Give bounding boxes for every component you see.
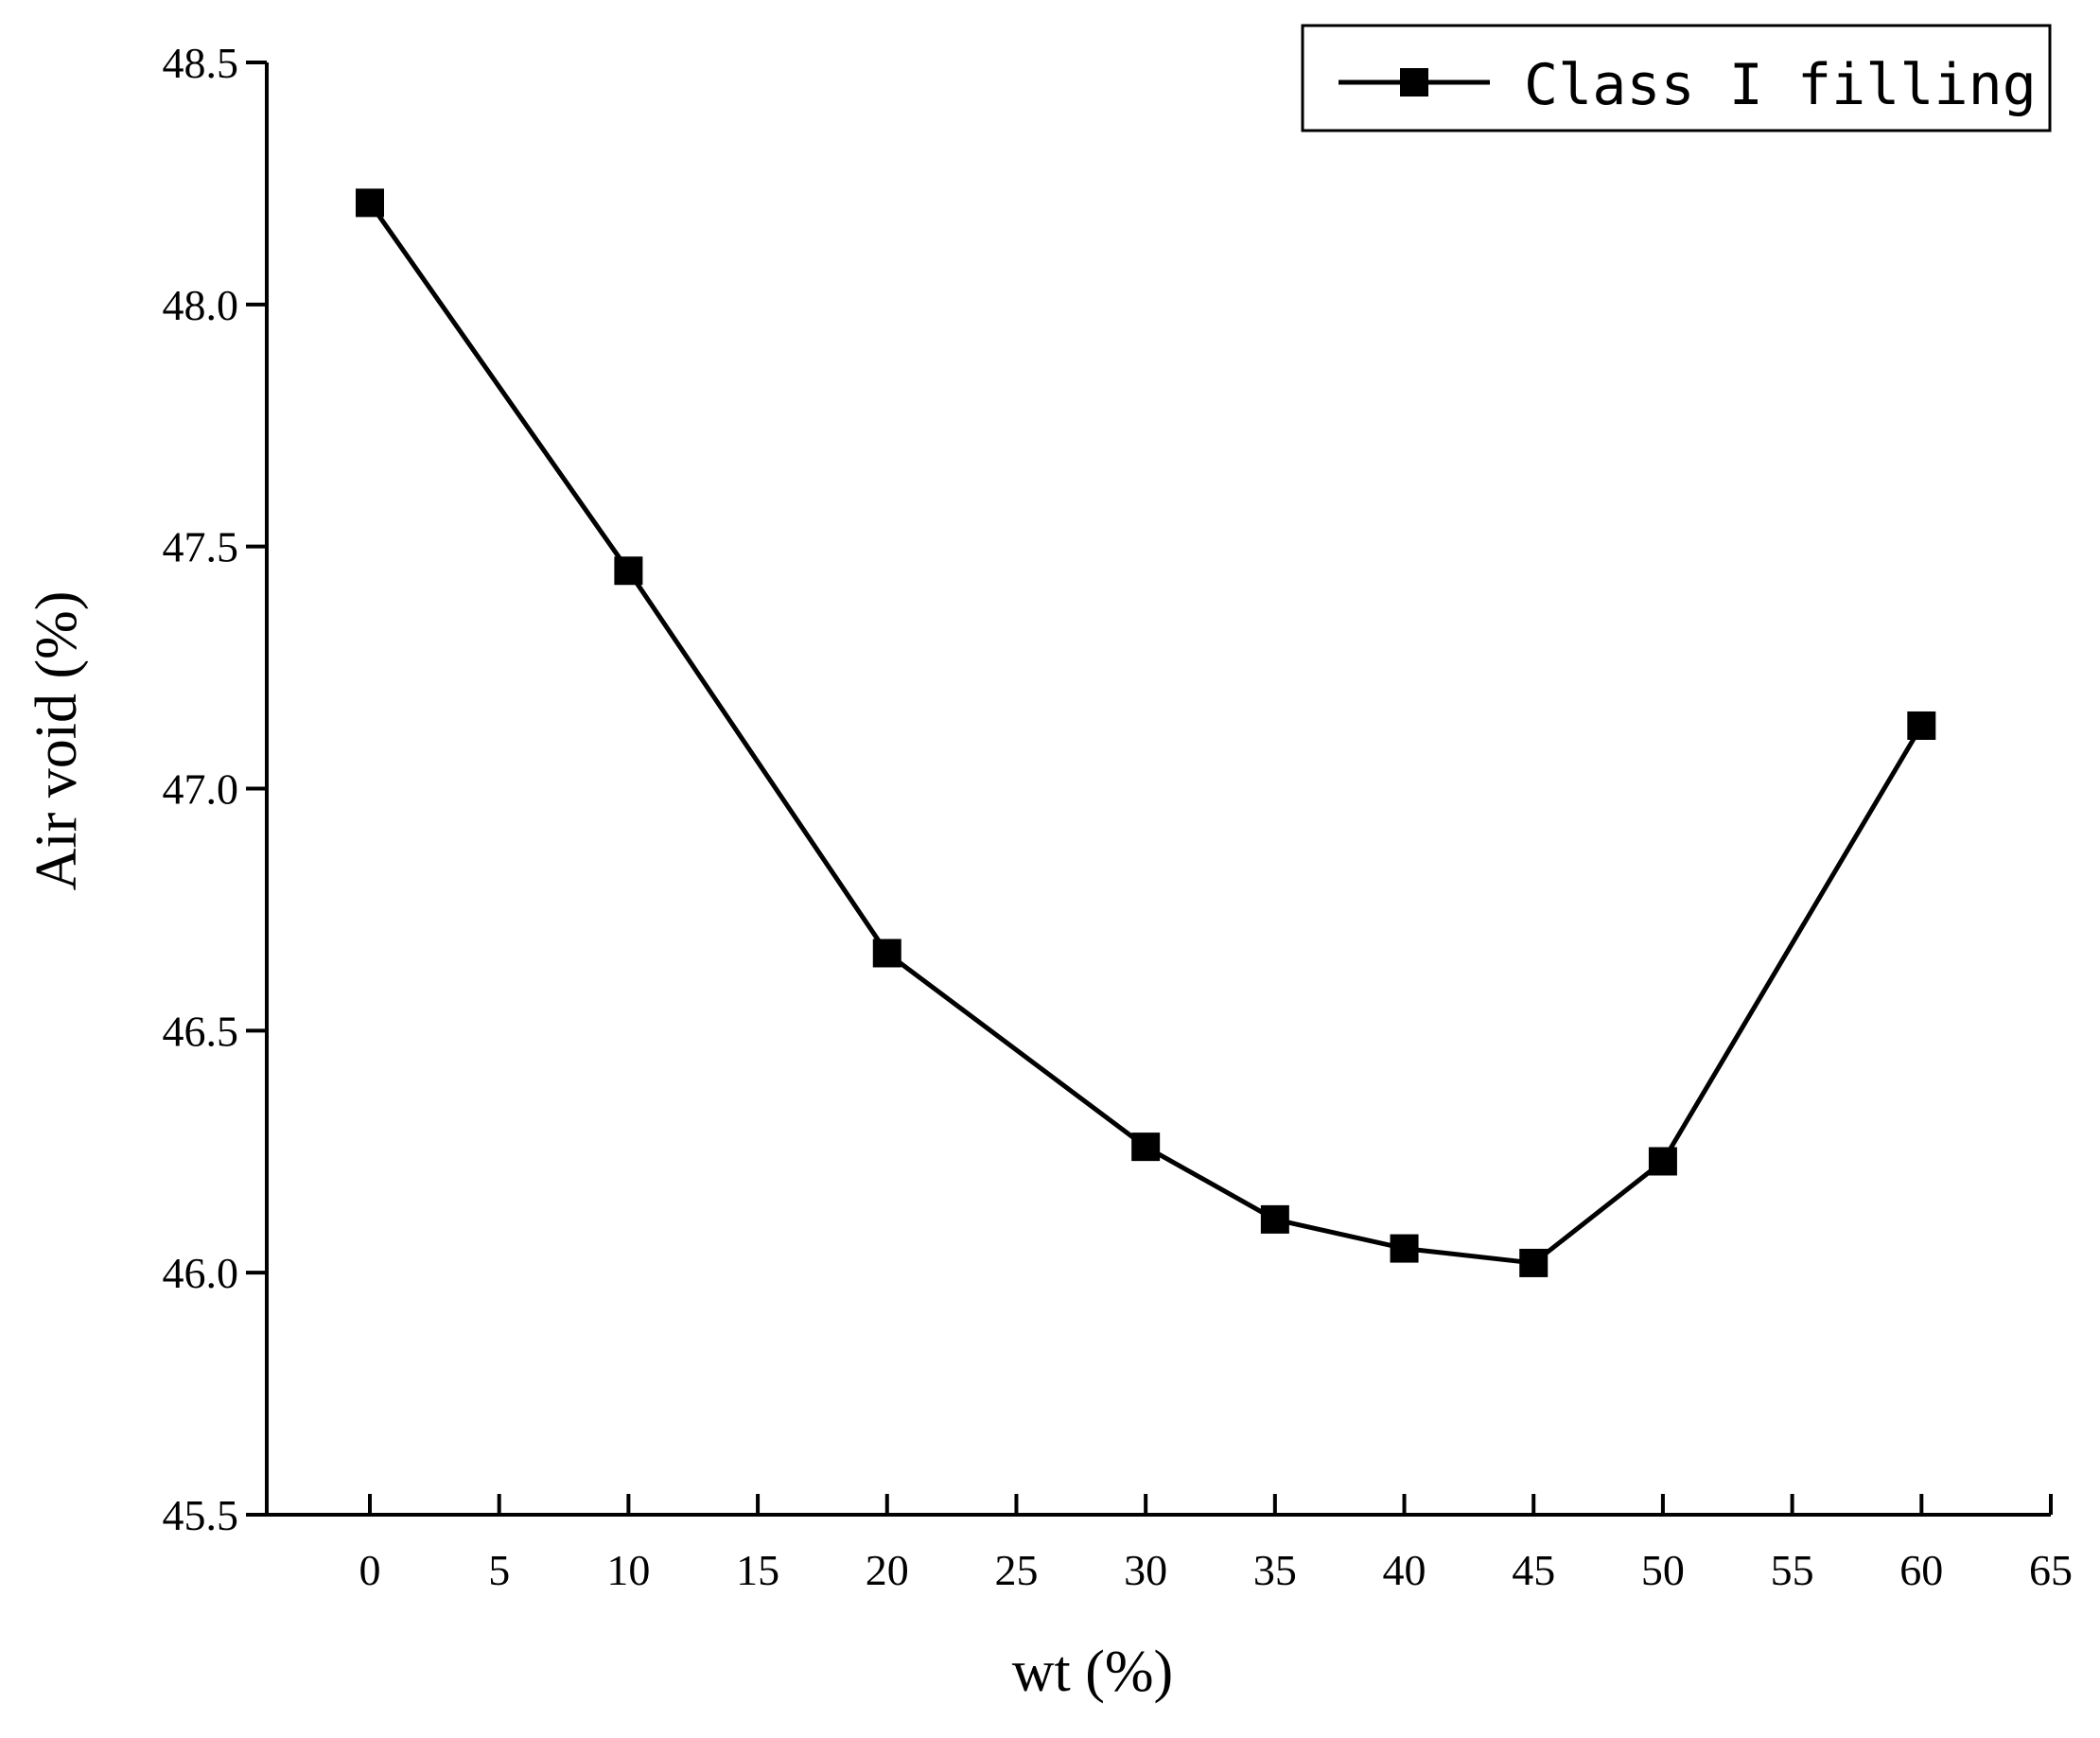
series-line: [367, 201, 1924, 1266]
data-point-marker: [1519, 1248, 1549, 1277]
data-point-marker: [614, 556, 643, 586]
x-tick-label: 60: [1899, 1546, 1943, 1594]
x-tick-label: 40: [1383, 1546, 1426, 1594]
x-tick-label: 15: [736, 1546, 779, 1594]
y-axis-title: Air void (%): [25, 591, 89, 891]
y-tick-label: 45.5: [163, 1491, 239, 1539]
data-point-marker: [872, 939, 901, 968]
y-tick-label: 47.0: [163, 765, 239, 814]
y-tick-label: 46.5: [163, 1007, 239, 1055]
x-tick-label: 10: [606, 1546, 650, 1594]
legend: Class I filling: [1301, 24, 2052, 132]
y-ticks: 45.5 46.0 46.5 47.0 47.5 48.0 48.5: [163, 39, 267, 1539]
y-tick-label: 47.5: [163, 523, 239, 571]
x-tick-label: 45: [1512, 1546, 1555, 1594]
x-tick-label: 65: [2029, 1546, 2073, 1594]
data-point-marker: [1260, 1204, 1289, 1234]
x-tick-label: 30: [1124, 1546, 1167, 1594]
x-ticks: 0 5 10 15 20 25 30 35 40 45 50 55 60 65: [359, 1494, 2073, 1594]
x-tick-label: 5: [488, 1546, 510, 1594]
legend-marker-square: [1400, 68, 1428, 97]
x-tick-label: 25: [994, 1546, 1038, 1594]
data-point-marker: [1907, 711, 1936, 740]
y-tick-label: 48.5: [163, 39, 239, 87]
data-point-marker: [1648, 1147, 1677, 1176]
x-tick-label: 35: [1253, 1546, 1297, 1594]
y-tick-label: 46.0: [163, 1249, 239, 1297]
x-tick-label: 20: [866, 1546, 909, 1594]
data-point-marker: [356, 188, 384, 218]
x-tick-label: 50: [1641, 1546, 1685, 1594]
legend-label: Class I filling: [1524, 52, 2037, 118]
data-point-marker: [1390, 1234, 1419, 1263]
x-tick-label: 0: [359, 1546, 381, 1594]
x-axis-title: wt (%): [1012, 1640, 1173, 1704]
y-tick-label: 48.0: [163, 281, 239, 329]
series-layer: [356, 188, 1936, 1277]
x-tick-label: 55: [1771, 1546, 1814, 1594]
axes: [265, 62, 2051, 1517]
data-point-marker: [1131, 1132, 1161, 1162]
